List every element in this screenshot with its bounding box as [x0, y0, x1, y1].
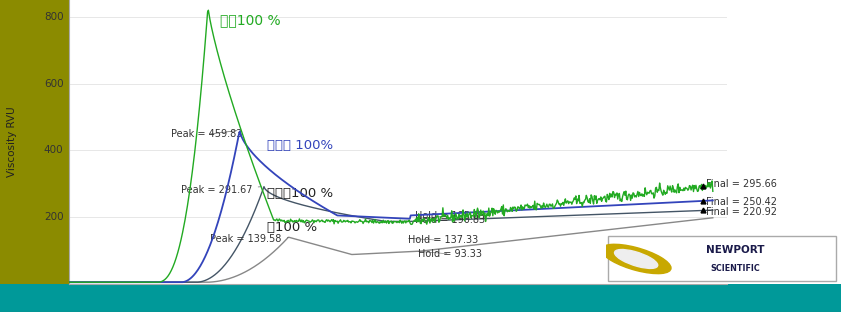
- Text: Hold = 137.33: Hold = 137.33: [408, 236, 479, 246]
- Ellipse shape: [601, 244, 671, 274]
- Text: Hold = 195.83: Hold = 195.83: [415, 211, 485, 221]
- Text: Final = 250.42: Final = 250.42: [706, 197, 776, 207]
- Text: 200: 200: [44, 212, 63, 222]
- Ellipse shape: [615, 250, 658, 268]
- Text: Final = 295.66: Final = 295.66: [706, 179, 776, 189]
- Text: 400: 400: [44, 145, 63, 155]
- Text: 고구마 100%: 고구마 100%: [267, 139, 333, 152]
- Text: 밀100 %: 밀100 %: [267, 221, 317, 234]
- Text: Viscosity RVU: Viscosity RVU: [8, 107, 18, 177]
- Text: Peak = 139.58: Peak = 139.58: [210, 235, 288, 245]
- Text: 600: 600: [44, 79, 63, 89]
- Text: NEWPORT: NEWPORT: [706, 245, 764, 255]
- Text: 800: 800: [44, 12, 63, 22]
- Text: Peak = 291.67: Peak = 291.67: [181, 185, 262, 195]
- Text: Hold = 93.33: Hold = 93.33: [418, 249, 482, 259]
- Text: 감자100 %: 감자100 %: [220, 13, 281, 27]
- Text: SCIENTIFIC: SCIENTIFIC: [710, 265, 760, 273]
- Text: 옥수수100 %: 옥수수100 %: [267, 187, 333, 200]
- Text: Hold = 190.83: Hold = 190.83: [415, 216, 485, 226]
- Text: Final = 220.92: Final = 220.92: [706, 207, 776, 217]
- Text: Peak = 459.83: Peak = 459.83: [172, 129, 243, 139]
